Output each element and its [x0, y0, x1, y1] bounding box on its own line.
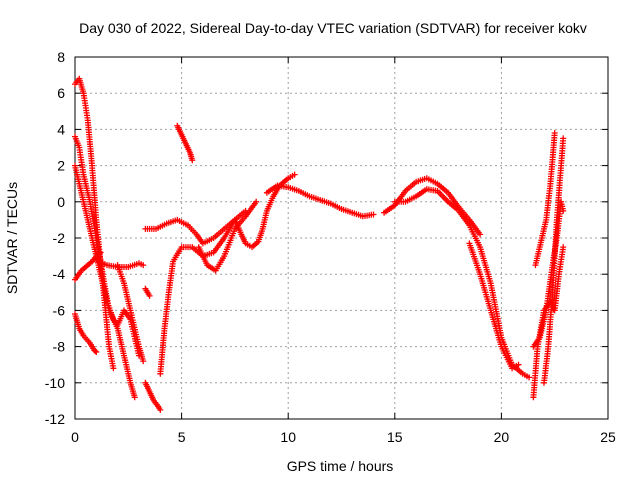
data-point: [157, 406, 164, 413]
y-tick-label: 0: [57, 194, 65, 210]
data-point: [110, 365, 117, 372]
data-point: [146, 292, 153, 299]
data-point: [291, 171, 298, 178]
data-point: [477, 231, 484, 238]
data-point: [97, 249, 104, 256]
x-tick-label: 20: [494, 429, 510, 445]
y-tick-label: 6: [57, 85, 65, 101]
y-tick-label: -12: [45, 411, 65, 427]
series-track-o: [263, 182, 377, 220]
series-track-l: [174, 122, 196, 164]
data-point: [92, 348, 99, 355]
data-point: [560, 135, 567, 142]
data-point: [560, 244, 567, 251]
y-tick-label: 2: [57, 158, 65, 174]
axis-ticks: 0 5 10 15 20 25 -12 -10 -8 -6 -4 -2 0 2 4 6 8: [45, 49, 616, 445]
series-track-j: [142, 285, 153, 299]
y-tick-label: -10: [45, 375, 65, 391]
series-track-r: [466, 240, 522, 372]
y-tick-label: -6: [53, 302, 66, 318]
series-track-k: [157, 216, 238, 377]
data-point: [515, 361, 522, 368]
data-point: [253, 198, 260, 205]
data-points: [72, 75, 567, 413]
x-tick-label: 15: [387, 429, 403, 445]
x-tick-label: 10: [280, 429, 296, 445]
y-axis-label: SDTVAR / TECUs: [4, 182, 20, 294]
y-tick-label: -4: [53, 266, 66, 282]
y-tick-label: -2: [53, 230, 66, 246]
x-tick-label: 0: [71, 429, 79, 445]
grid: [75, 57, 608, 419]
data-point: [140, 262, 147, 269]
data-point: [189, 157, 196, 164]
series-track-d: [72, 311, 100, 355]
series-track-h: [142, 379, 164, 413]
data-point: [93, 349, 100, 355]
y-tick-label: -8: [53, 339, 66, 355]
chart-title: Day 030 of 2022, Sidereal Day-to-day VTE…: [79, 20, 587, 36]
x-tick-label: 25: [600, 429, 616, 445]
data-point: [140, 358, 147, 365]
series-track-u: [541, 135, 567, 386]
y-tick-label: 8: [57, 49, 65, 65]
data-point: [560, 207, 567, 214]
y-tick-label: 4: [57, 121, 65, 137]
series-track-q: [391, 186, 533, 381]
series-track-n: [231, 171, 298, 251]
data-point: [551, 130, 558, 136]
series-track-g: [114, 262, 147, 365]
x-tick-label: 5: [178, 429, 186, 445]
data-point: [131, 394, 138, 401]
x-axis-label: GPS time / hours: [287, 458, 394, 474]
series-track-v: [532, 130, 558, 269]
data-point: [370, 211, 377, 218]
data-point: [526, 374, 533, 381]
series-track-t: [530, 198, 567, 350]
